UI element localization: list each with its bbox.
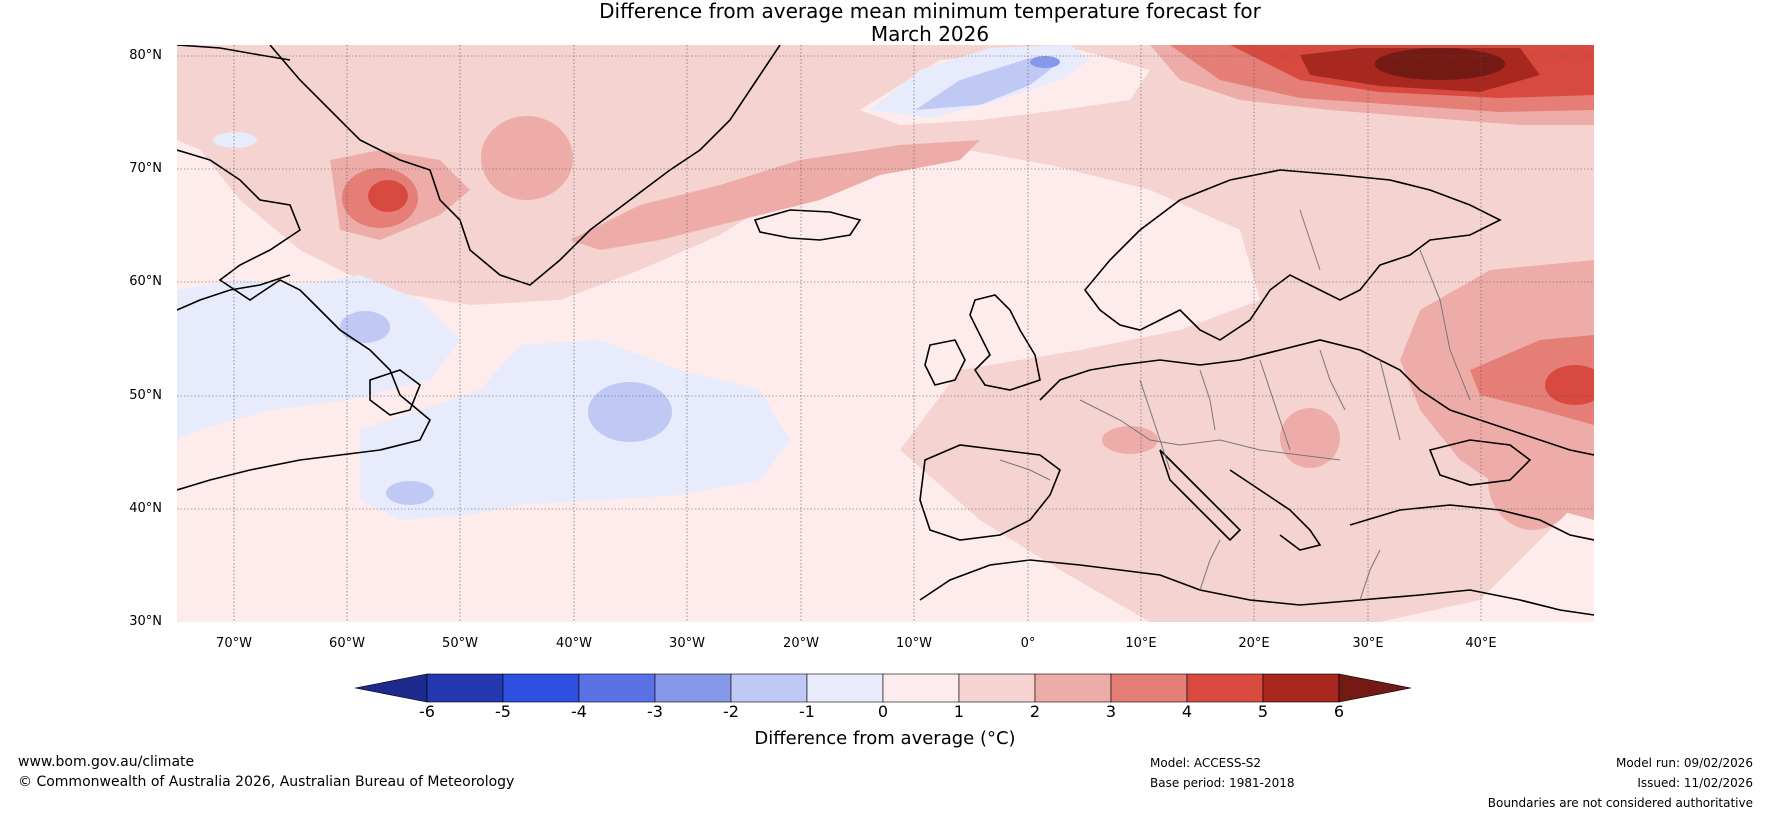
greenland-coast — [269, 45, 781, 286]
europe-coast — [1039, 339, 1594, 456]
anomaly-iceland-band-2-3 — [570, 140, 980, 250]
anomaly-labrador-negative — [177, 275, 460, 440]
colorbar-segment — [578, 673, 656, 703]
footer-base-period: Base period: 1981-2018 — [1150, 776, 1295, 790]
colorbar-segment — [1110, 673, 1188, 703]
colorbar-tick-label: 2 — [1029, 702, 1041, 721]
colorbar-segment — [1262, 673, 1340, 703]
lon-label-60w: 60°W — [329, 636, 365, 651]
anomaly-baffin-negative — [213, 132, 257, 148]
grid-lines — [177, 45, 1594, 622]
newfoundland-coast — [369, 369, 421, 416]
lon-label-0: 0° — [1020, 636, 1036, 651]
lon-label-10w: 10°W — [896, 636, 932, 651]
footer-model-run: Model run: 09/02/2026 — [1615, 756, 1753, 770]
lon-label-40w: 40°W — [556, 636, 592, 651]
turkey-coast — [1349, 504, 1594, 541]
anomaly-russia-4-5 — [1545, 365, 1594, 405]
colorbar-tick-label: -2 — [723, 702, 739, 721]
canada-coast — [177, 149, 431, 491]
colorbar-segment — [426, 673, 504, 703]
colorbar-tick-label: 3 — [1105, 702, 1117, 721]
footer-issued: Issued: 11/02/2026 — [1637, 776, 1753, 790]
anomaly-atlantic-south-core — [386, 481, 434, 505]
colorbar — [354, 673, 1412, 703]
anomaly-greenland-west-4-5 — [368, 180, 408, 212]
anomaly-fram-strait-min — [1030, 56, 1060, 68]
colorbar-tick-label: -4 — [571, 702, 587, 721]
colorbar-title: Difference from average (°C) — [754, 728, 1016, 749]
colorbar-tick-label: -3 — [647, 702, 663, 721]
lat-label-30n: 30°N — [129, 614, 162, 629]
colorbar-segment — [882, 673, 960, 703]
lat-label-60n: 60°N — [129, 274, 162, 289]
colorbar-tick-label: -1 — [799, 702, 815, 721]
colorbar-extend-high — [1338, 673, 1412, 703]
colorbar-segment — [730, 673, 808, 703]
title-line-1: Difference from average mean minimum tem… — [599, 0, 1261, 23]
colorbar-tick-label: 4 — [1181, 702, 1193, 721]
scandinavia-coast — [1083, 169, 1502, 341]
balkans-coast — [1229, 469, 1322, 551]
colorbar-segment — [1034, 673, 1112, 703]
lon-label-20w: 20°W — [783, 636, 819, 651]
colorbar-tick-label: -5 — [495, 702, 511, 721]
lat-label-50n: 50°N — [129, 388, 162, 403]
anomaly-balkans-2-3 — [1280, 408, 1340, 468]
lon-label-30e: 30°E — [1352, 636, 1384, 651]
black-sea-coast — [1428, 439, 1532, 486]
britain-coast — [969, 294, 1041, 391]
anomaly-greenland-sea-2-3 — [481, 116, 573, 200]
anomaly-alps-2-3 — [1102, 426, 1158, 454]
lat-label-80n: 80°N — [129, 48, 162, 63]
colorbar-tick-label: 0 — [877, 702, 889, 721]
lat-label-70n: 70°N — [129, 161, 162, 176]
colorbar-tick-label: 5 — [1257, 702, 1269, 721]
colorbar-extend-low — [354, 673, 428, 703]
iberia-coast — [919, 444, 1061, 541]
italy-coast — [1159, 449, 1242, 542]
anomaly-central-atlantic-negative — [360, 340, 790, 520]
lon-label-50w: 50°W — [442, 636, 478, 651]
footer-copyright: © Commonwealth of Australia 2026, Austra… — [18, 774, 515, 790]
lat-label-40n: 40°N — [129, 501, 162, 516]
anomaly-fram-strait-core — [915, 58, 1060, 110]
colorbar-segment — [654, 673, 732, 703]
footer-model: Model: ACCESS-S2 — [1150, 756, 1262, 770]
country-borders — [999, 209, 1471, 601]
colorbar-tick-label: 1 — [953, 702, 965, 721]
africa-coast — [919, 559, 1594, 616]
anomaly-barents-max — [1375, 48, 1505, 80]
labrador-coast — [177, 274, 291, 311]
colorbar-segment — [958, 673, 1036, 703]
footer-disclaimer: Boundaries are not considered authoritat… — [1487, 796, 1753, 810]
iceland-coast — [753, 209, 862, 241]
lon-label-40e: 40°E — [1465, 636, 1497, 651]
lon-label-30w: 30°W — [669, 636, 705, 651]
colorbar-segment — [1186, 673, 1264, 703]
lon-label-70w: 70°W — [216, 636, 252, 651]
coastlines — [177, 45, 1594, 616]
lon-label-10e: 10°E — [1125, 636, 1157, 651]
greenland-coast-north — [177, 45, 291, 61]
anomaly-atlantic-core — [588, 382, 672, 442]
colorbar-tick-label: 6 — [1333, 702, 1345, 721]
anomaly-labrador-core — [340, 311, 390, 343]
colorbar-segment — [806, 673, 884, 703]
ireland-coast — [924, 339, 966, 386]
colorbar-segment — [502, 673, 580, 703]
footer-url[interactable]: www.bom.gov.au/climate — [18, 754, 195, 770]
title-line-2: March 2026 — [870, 22, 990, 46]
anomaly-fields — [177, 45, 1594, 622]
lon-label-20e: 20°E — [1238, 636, 1270, 651]
anomaly-black-sea-2-3 — [1488, 430, 1578, 530]
map-title: Difference from average mean minimum tem… — [0, 0, 1770, 46]
colorbar-tick-label: -6 — [419, 702, 435, 721]
